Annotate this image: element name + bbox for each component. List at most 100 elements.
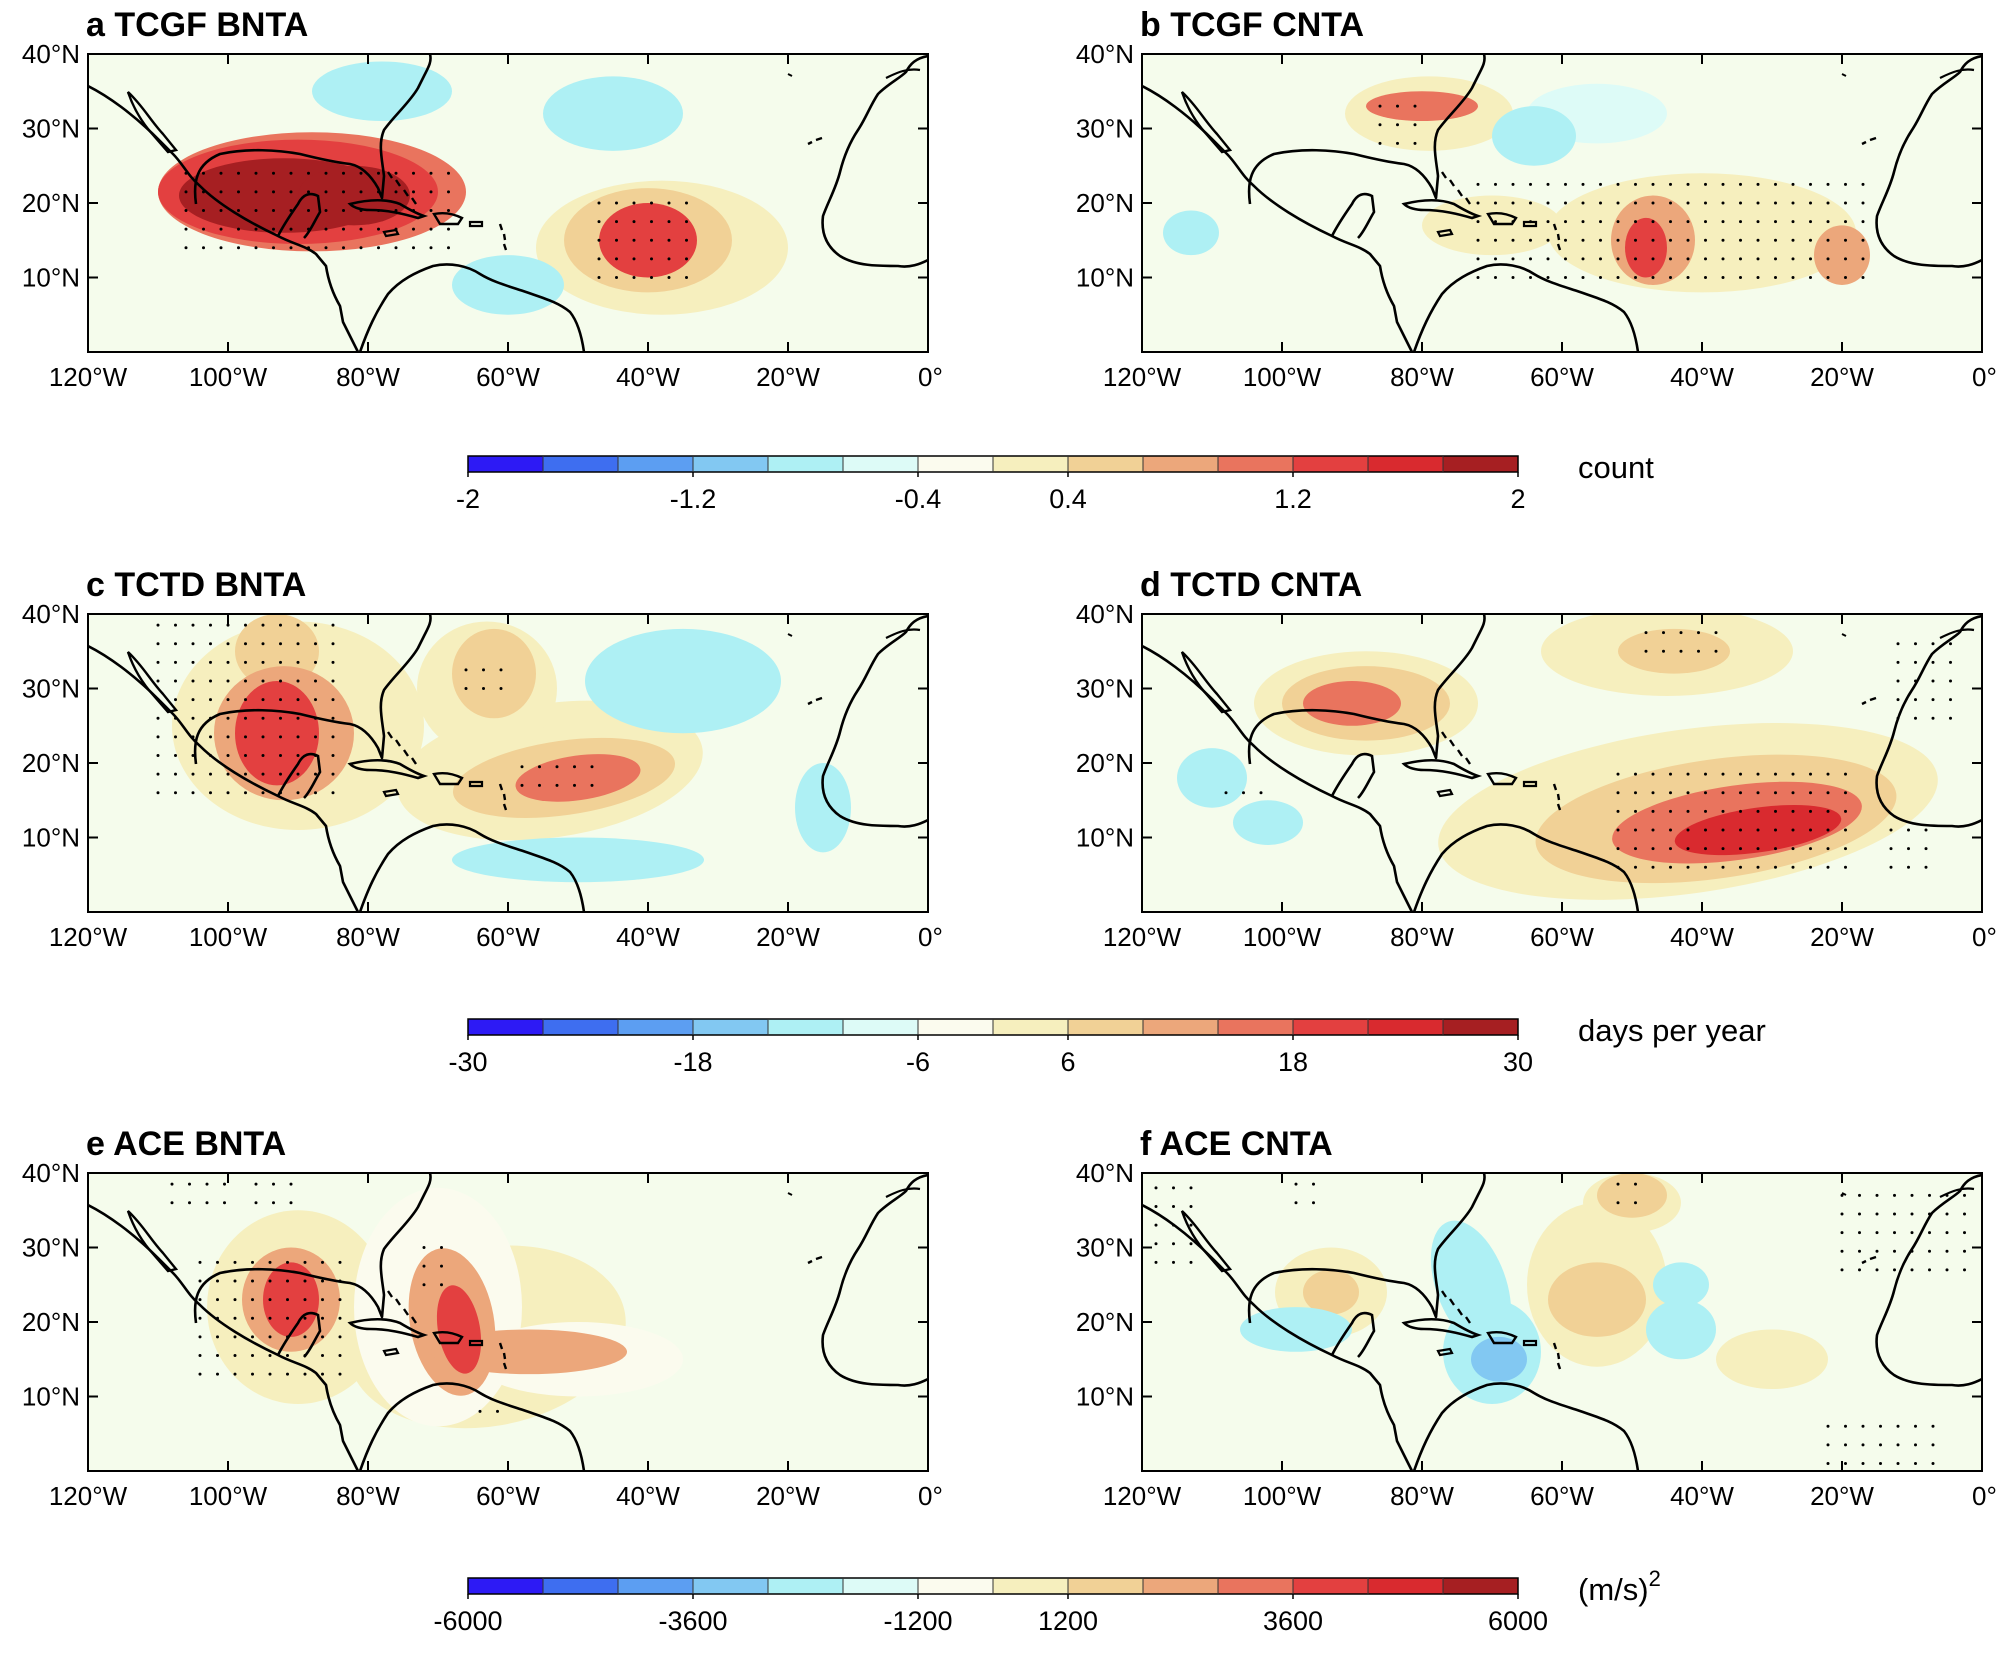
lon-label: 80°W [336,922,400,952]
stipple-dot [1861,1462,1865,1466]
stipple-dot [1963,1268,1966,1272]
stipple-dot [1669,220,1672,224]
stipple-dot [1644,649,1648,653]
stipple-dot [219,171,223,175]
lat-label: 10°N [22,263,80,293]
stipple-dot [1826,1424,1830,1428]
stipple-dot [1963,1212,1966,1216]
stipple-dot [191,679,195,683]
colorbar-swatch [1368,1578,1444,1594]
stipple-dot [268,1260,272,1264]
lon-label: 120°W [1103,922,1182,952]
stipple-dot [1739,809,1742,813]
lon-label: 60°W [1530,1481,1594,1511]
stipple-dot [1704,201,1707,205]
colorbar-3: -6000 -3600 -1200 1200 3600 6000 (m/s)2 [433,1566,1660,1636]
stipple-dot [170,1182,174,1186]
stipple-dot [279,642,282,646]
stipple-dot [412,190,415,194]
stipple-dot [1476,220,1480,224]
stipple-dot [286,1316,289,1320]
stipple-dot [331,735,335,739]
stipple-dot [251,1372,254,1376]
stipple-dot [1809,238,1812,242]
stipple-dot [1721,182,1725,186]
stipple-dot [251,1298,254,1302]
lon-label: 20°W [1810,362,1874,392]
lat-label: 40°N [22,599,80,629]
stipple-dot [1791,772,1795,776]
stipple-dot [156,679,160,683]
stipple-dot [590,765,594,769]
stipple-dot [251,1279,254,1283]
stipple-dot [1154,1205,1158,1209]
stipple-dot [1907,828,1910,832]
stipple-dot [244,679,247,683]
stipple-dot [324,171,328,175]
stipple-dot [1791,257,1795,261]
stipple-dot [296,791,300,795]
stipple-dot [321,1279,324,1283]
stipple-dot [191,623,195,627]
stipple-dot [1669,238,1672,242]
stipple-dot [1476,257,1480,261]
stipple-dot [156,754,160,758]
panel-title: e ACE BNTA [86,1125,286,1163]
stipple-dot [1686,828,1690,832]
stipple-dot [261,754,265,758]
stipple-dot [191,772,195,776]
stipple-dot [1529,257,1532,261]
stipple-dot [1616,847,1620,851]
stipple-dot [1651,182,1655,186]
stipple-dot [1963,1249,1966,1253]
lon-label: 80°W [1390,922,1454,952]
stipple-dot [1546,257,1550,261]
stipple-dot [1599,257,1602,261]
stipple-dot [1686,182,1690,186]
stipple-dot [272,171,275,175]
colorbar-swatch [768,456,844,472]
colorbar-swatch [918,456,994,472]
stipple-dot [233,1260,237,1264]
colorbar-swatch [993,1578,1069,1594]
colorbar-swatch [1293,1578,1369,1594]
anomaly-contour [1303,681,1401,726]
anomaly-contour [1177,748,1247,808]
stipple-dot [331,772,335,776]
stipple-dot [447,171,450,175]
stipple-dot [1791,182,1795,186]
stipple-dot [1756,201,1760,205]
stipple-dot [1931,660,1935,664]
stipple-dot [279,716,282,720]
stipple-dot [233,1372,237,1376]
stipple-dot [1529,276,1532,279]
lon-label: 40°W [616,922,680,952]
stipple-dot [1396,141,1399,145]
stipple-dot [1616,772,1620,776]
colorbar-tick-label: -0.4 [895,484,942,514]
colorbar-unit: count [1578,450,1654,485]
stipple-dot [272,227,275,231]
stipple-dot [219,227,223,231]
stipple-dot [296,660,300,664]
stipple-dot [1189,1186,1193,1190]
stipple-dot [303,1298,307,1302]
lat-label: 40°N [1076,1158,1134,1188]
stipple-dot [1879,1443,1882,1447]
stipple-dot [244,735,247,739]
stipple-dot [1896,1462,1900,1466]
stipple-dot [1564,220,1567,224]
stipple-dot [1721,865,1725,869]
stipple-dot [1910,1231,1914,1235]
stipple-dot [261,642,265,646]
colorbar-swatch [543,1578,619,1594]
stipple-dot [226,716,230,720]
anomaly-contour [1625,217,1667,278]
colorbar-tick-label: 6000 [1488,1606,1548,1636]
stipple-dot [244,754,247,758]
stipple-dot [667,201,671,205]
stipple-dot [1896,679,1900,683]
stipple-dot [1413,123,1417,127]
